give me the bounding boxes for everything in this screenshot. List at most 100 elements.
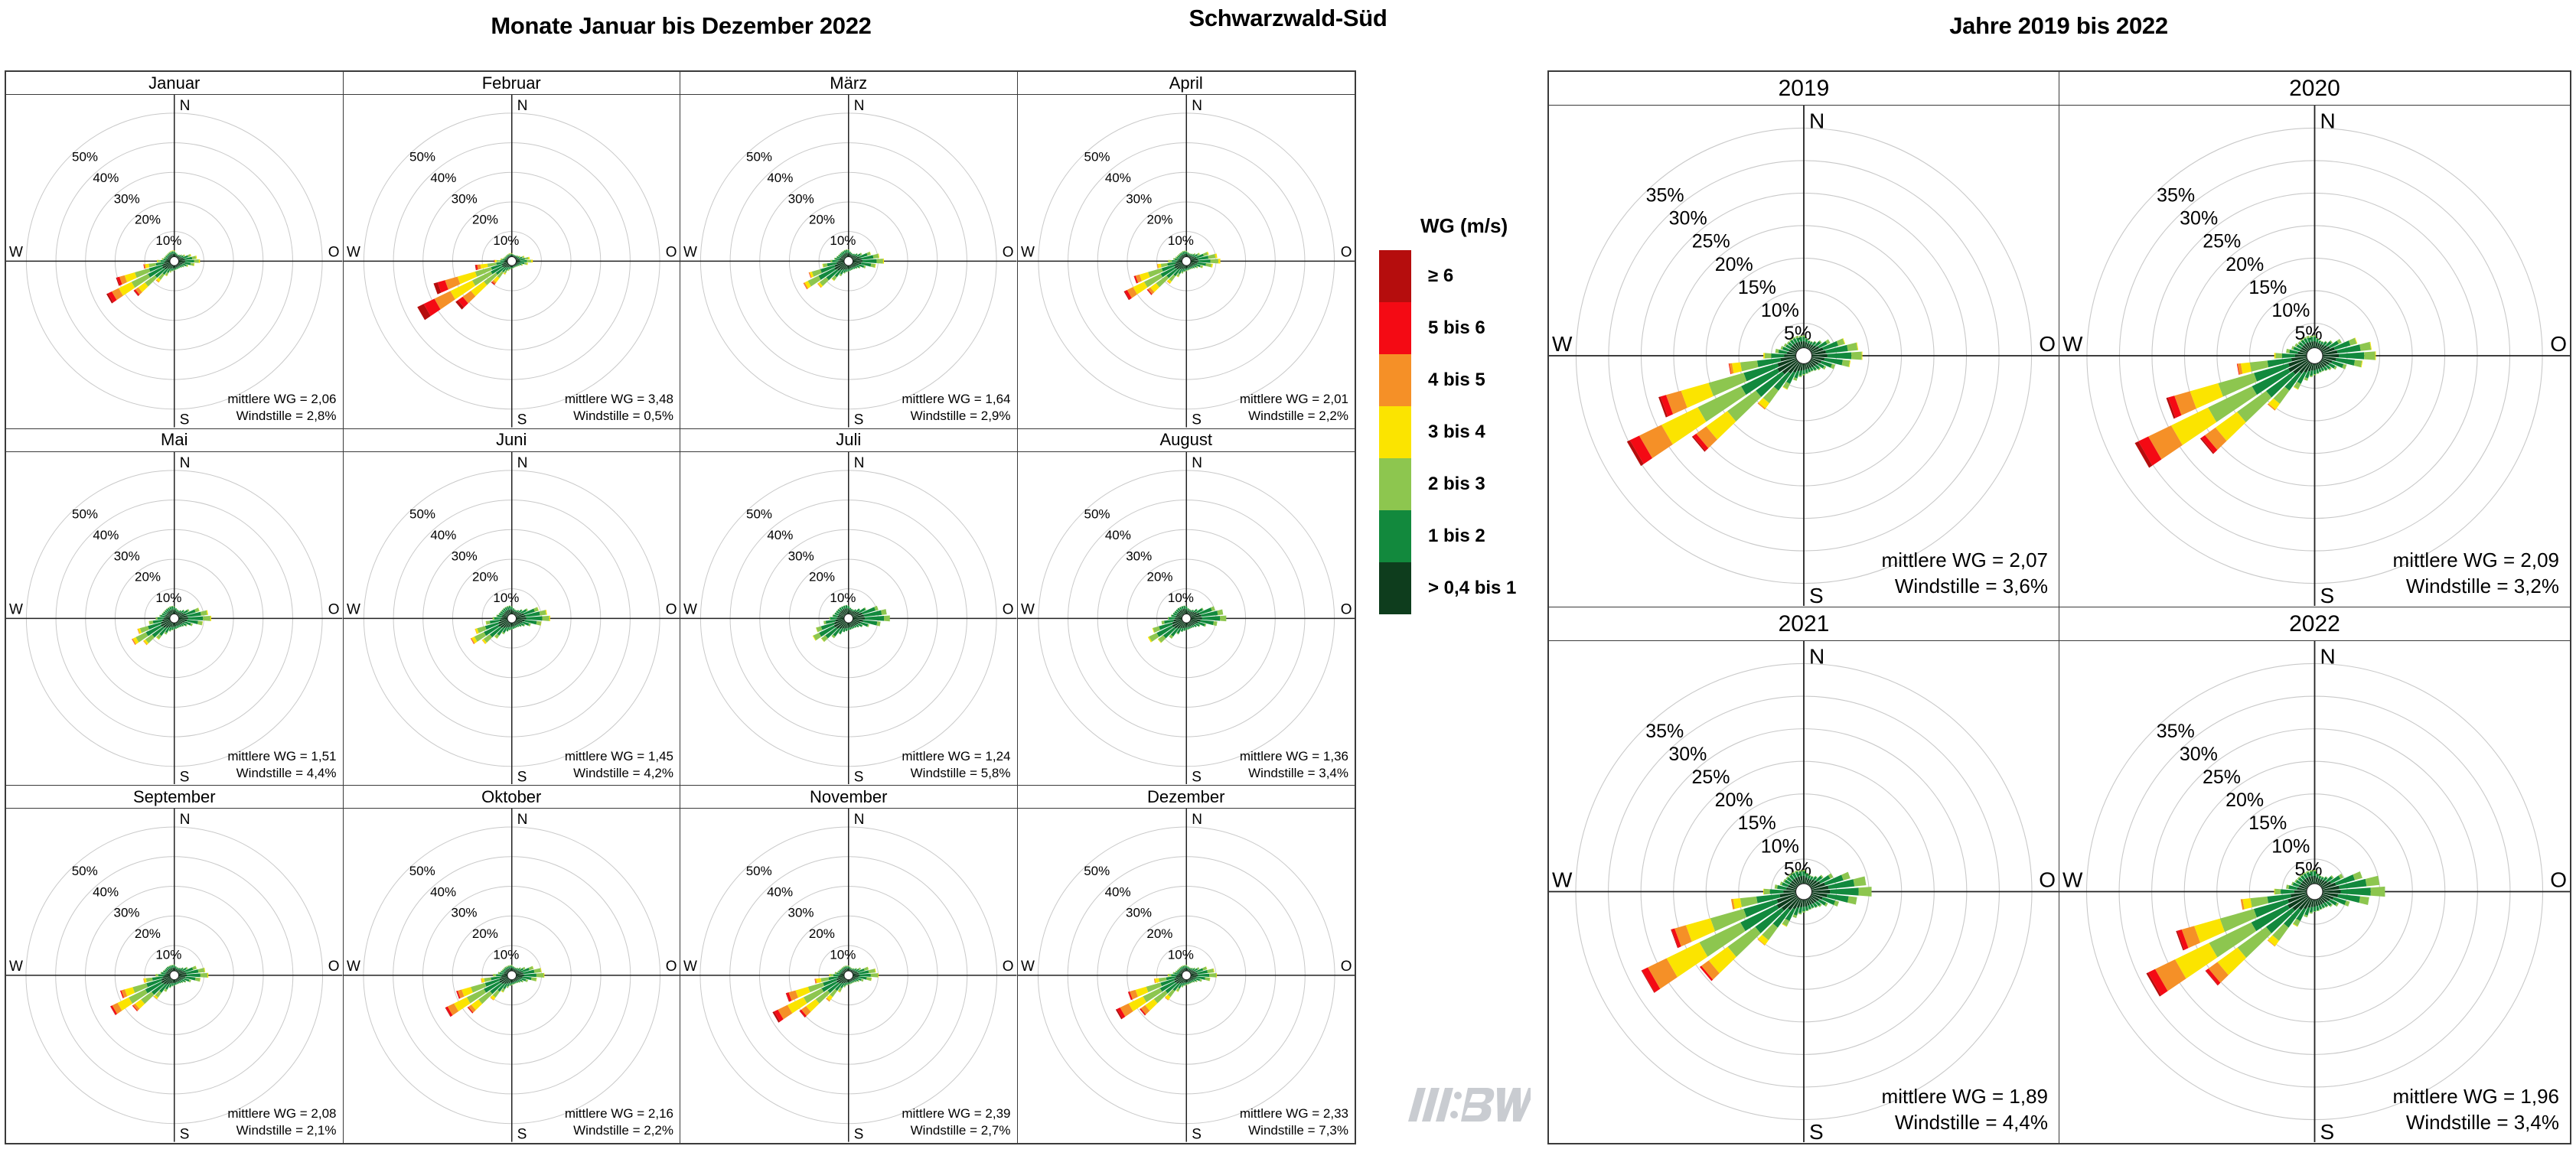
calm-percentage-value: Windstille = 2,2%: [573, 1123, 673, 1138]
windrose-petal-segment: [2330, 903, 2333, 907]
windrose-petal-segment: [2360, 360, 2363, 368]
windrose-petal-segment: [168, 610, 172, 615]
compass-label-east: O: [2550, 332, 2567, 356]
windrose-petal-segment: [854, 624, 857, 628]
panel-header: Dezember: [1017, 786, 1355, 809]
windrose-petal-segment: [820, 637, 825, 642]
windrose-petal-segment: [1740, 896, 1758, 907]
windrose-petal-segment: [1191, 968, 1193, 969]
windrose-petal-segment: [1786, 877, 1793, 883]
windrose-petal-segment: [1805, 363, 1810, 370]
windrose-petal-segment: [2318, 362, 2323, 369]
windrose-petal-segment: [501, 262, 507, 265]
windrose-petal-segment: [174, 267, 177, 270]
windrose-petal-segment: [1188, 269, 1190, 270]
windrose-petal-segment: [480, 263, 488, 269]
windrose-petal-segment: [2348, 337, 2357, 346]
windrose-petal-segment: [523, 262, 527, 265]
windrose-plot: 5%10%15%20%25%30%35%NSW O: [2059, 641, 2570, 1142]
windrose-petal-segment: [2237, 390, 2272, 423]
calm-percentage-value: Windstille = 4,4%: [1894, 1111, 2048, 1135]
ring-label: 30%: [788, 191, 814, 206]
windrose-petal-segment: [161, 619, 171, 624]
windrose-petal-segment: [1808, 371, 1811, 373]
ring-label: 50%: [1084, 506, 1110, 521]
windrose-petal-segment: [832, 259, 839, 262]
windrose-petal-segment: [1115, 1009, 1123, 1020]
windrose-petal-segment: [178, 981, 181, 984]
windrose-petal-segment: [516, 256, 518, 258]
windrose-petal-segment: [497, 271, 504, 278]
windrose-petal-segment: [160, 972, 162, 975]
windrose-petal-segment: [514, 610, 517, 612]
windrose-petal-segment: [179, 267, 181, 269]
windrose-petal-segment: [516, 623, 519, 627]
windrose-petal-segment: [174, 979, 177, 983]
windrose-petal-segment: [1851, 351, 1862, 360]
windrose-petal-segment: [853, 253, 856, 256]
windrose-petal-segment: [1186, 968, 1189, 972]
windrose-petal-segment: [2281, 889, 2294, 894]
windrose-petal-segment: [186, 619, 198, 624]
windrose-petal-segment: [845, 968, 848, 972]
windrose-petal-segment: [2308, 876, 2313, 884]
windrose-petal-segment: [862, 619, 878, 626]
windrose-petal-segment: [1198, 252, 1200, 255]
windrose-petal-segment: [847, 627, 849, 630]
windrose-petal-segment: [1177, 253, 1179, 256]
windrose-petal-segment: [1176, 975, 1182, 977]
windrose-petal-segment: [171, 622, 174, 627]
windrose-petal-segment: [1193, 267, 1195, 269]
windrose-petal-segment: [1176, 255, 1179, 257]
windrose-petal-segment: [1824, 874, 1844, 886]
windrose-petal-segment: [148, 620, 150, 625]
windrose-petal-segment: [501, 615, 507, 618]
windrose-petal-segment: [1811, 885, 1829, 891]
windrose-petal-segment: [470, 638, 474, 644]
windrose-petal-segment: [2313, 907, 2317, 912]
windrose-petal-segment: [1188, 267, 1190, 270]
windrose-petal-segment: [178, 268, 180, 269]
windrose-petal-segment: [515, 614, 526, 618]
windrose-petal-segment: [2322, 894, 2334, 900]
windrose-petal-segment: [514, 970, 518, 973]
windrose-petal-segment: [1740, 360, 1759, 372]
windrose-petal-segment: [504, 967, 507, 970]
windrose-petal-segment: [1183, 622, 1186, 628]
windrose-petal-segment: [161, 620, 171, 627]
windrose-petal-segment: [1146, 289, 1152, 295]
windrose-petal-segment: [485, 620, 491, 625]
windrose-petal-segment: [1805, 337, 1808, 340]
legend-swatch: [1379, 250, 1411, 302]
windrose-petal-segment: [155, 617, 158, 620]
windrose-petal-segment: [514, 968, 517, 970]
windrose-petal-segment: [173, 268, 175, 270]
windrose-petal-segment: [1805, 338, 1808, 343]
windrose-petal-segment: [483, 272, 497, 285]
windrose-petal-segment: [1142, 988, 1162, 1003]
windrose-petal-segment: [158, 259, 161, 262]
windrose-petal-segment: [177, 611, 181, 615]
windrose-petal-segment: [178, 624, 181, 627]
windrose-petal-segment: [155, 636, 160, 640]
windrose-petal-segment: [2296, 344, 2303, 350]
windrose-petal-segment: [1179, 607, 1182, 610]
windrose-petal-segment: [166, 613, 171, 617]
windrose-petal-segment: [2215, 412, 2246, 441]
windrose-petal-segment: [471, 999, 482, 1011]
windrose-petal-segment: [171, 265, 174, 269]
windrose-petal-segment: [148, 621, 162, 630]
windrose-petal-segment: [847, 965, 849, 967]
windrose-petal-segment: [1189, 968, 1191, 970]
windrose-petal-segment: [846, 965, 848, 967]
windrose-petal-segment: [845, 252, 848, 258]
windrose-petal-segment: [163, 256, 166, 259]
windrose-petal-segment: [2318, 879, 2323, 885]
windrose-petal-segment: [2322, 347, 2335, 354]
windrose-petal-segment: [514, 620, 519, 625]
windrose-petal-segment: [849, 622, 851, 627]
windrose-petal-segment: [474, 628, 477, 634]
windrose-petal-segment: [178, 262, 183, 265]
windrose-petal-segment: [827, 995, 833, 1001]
